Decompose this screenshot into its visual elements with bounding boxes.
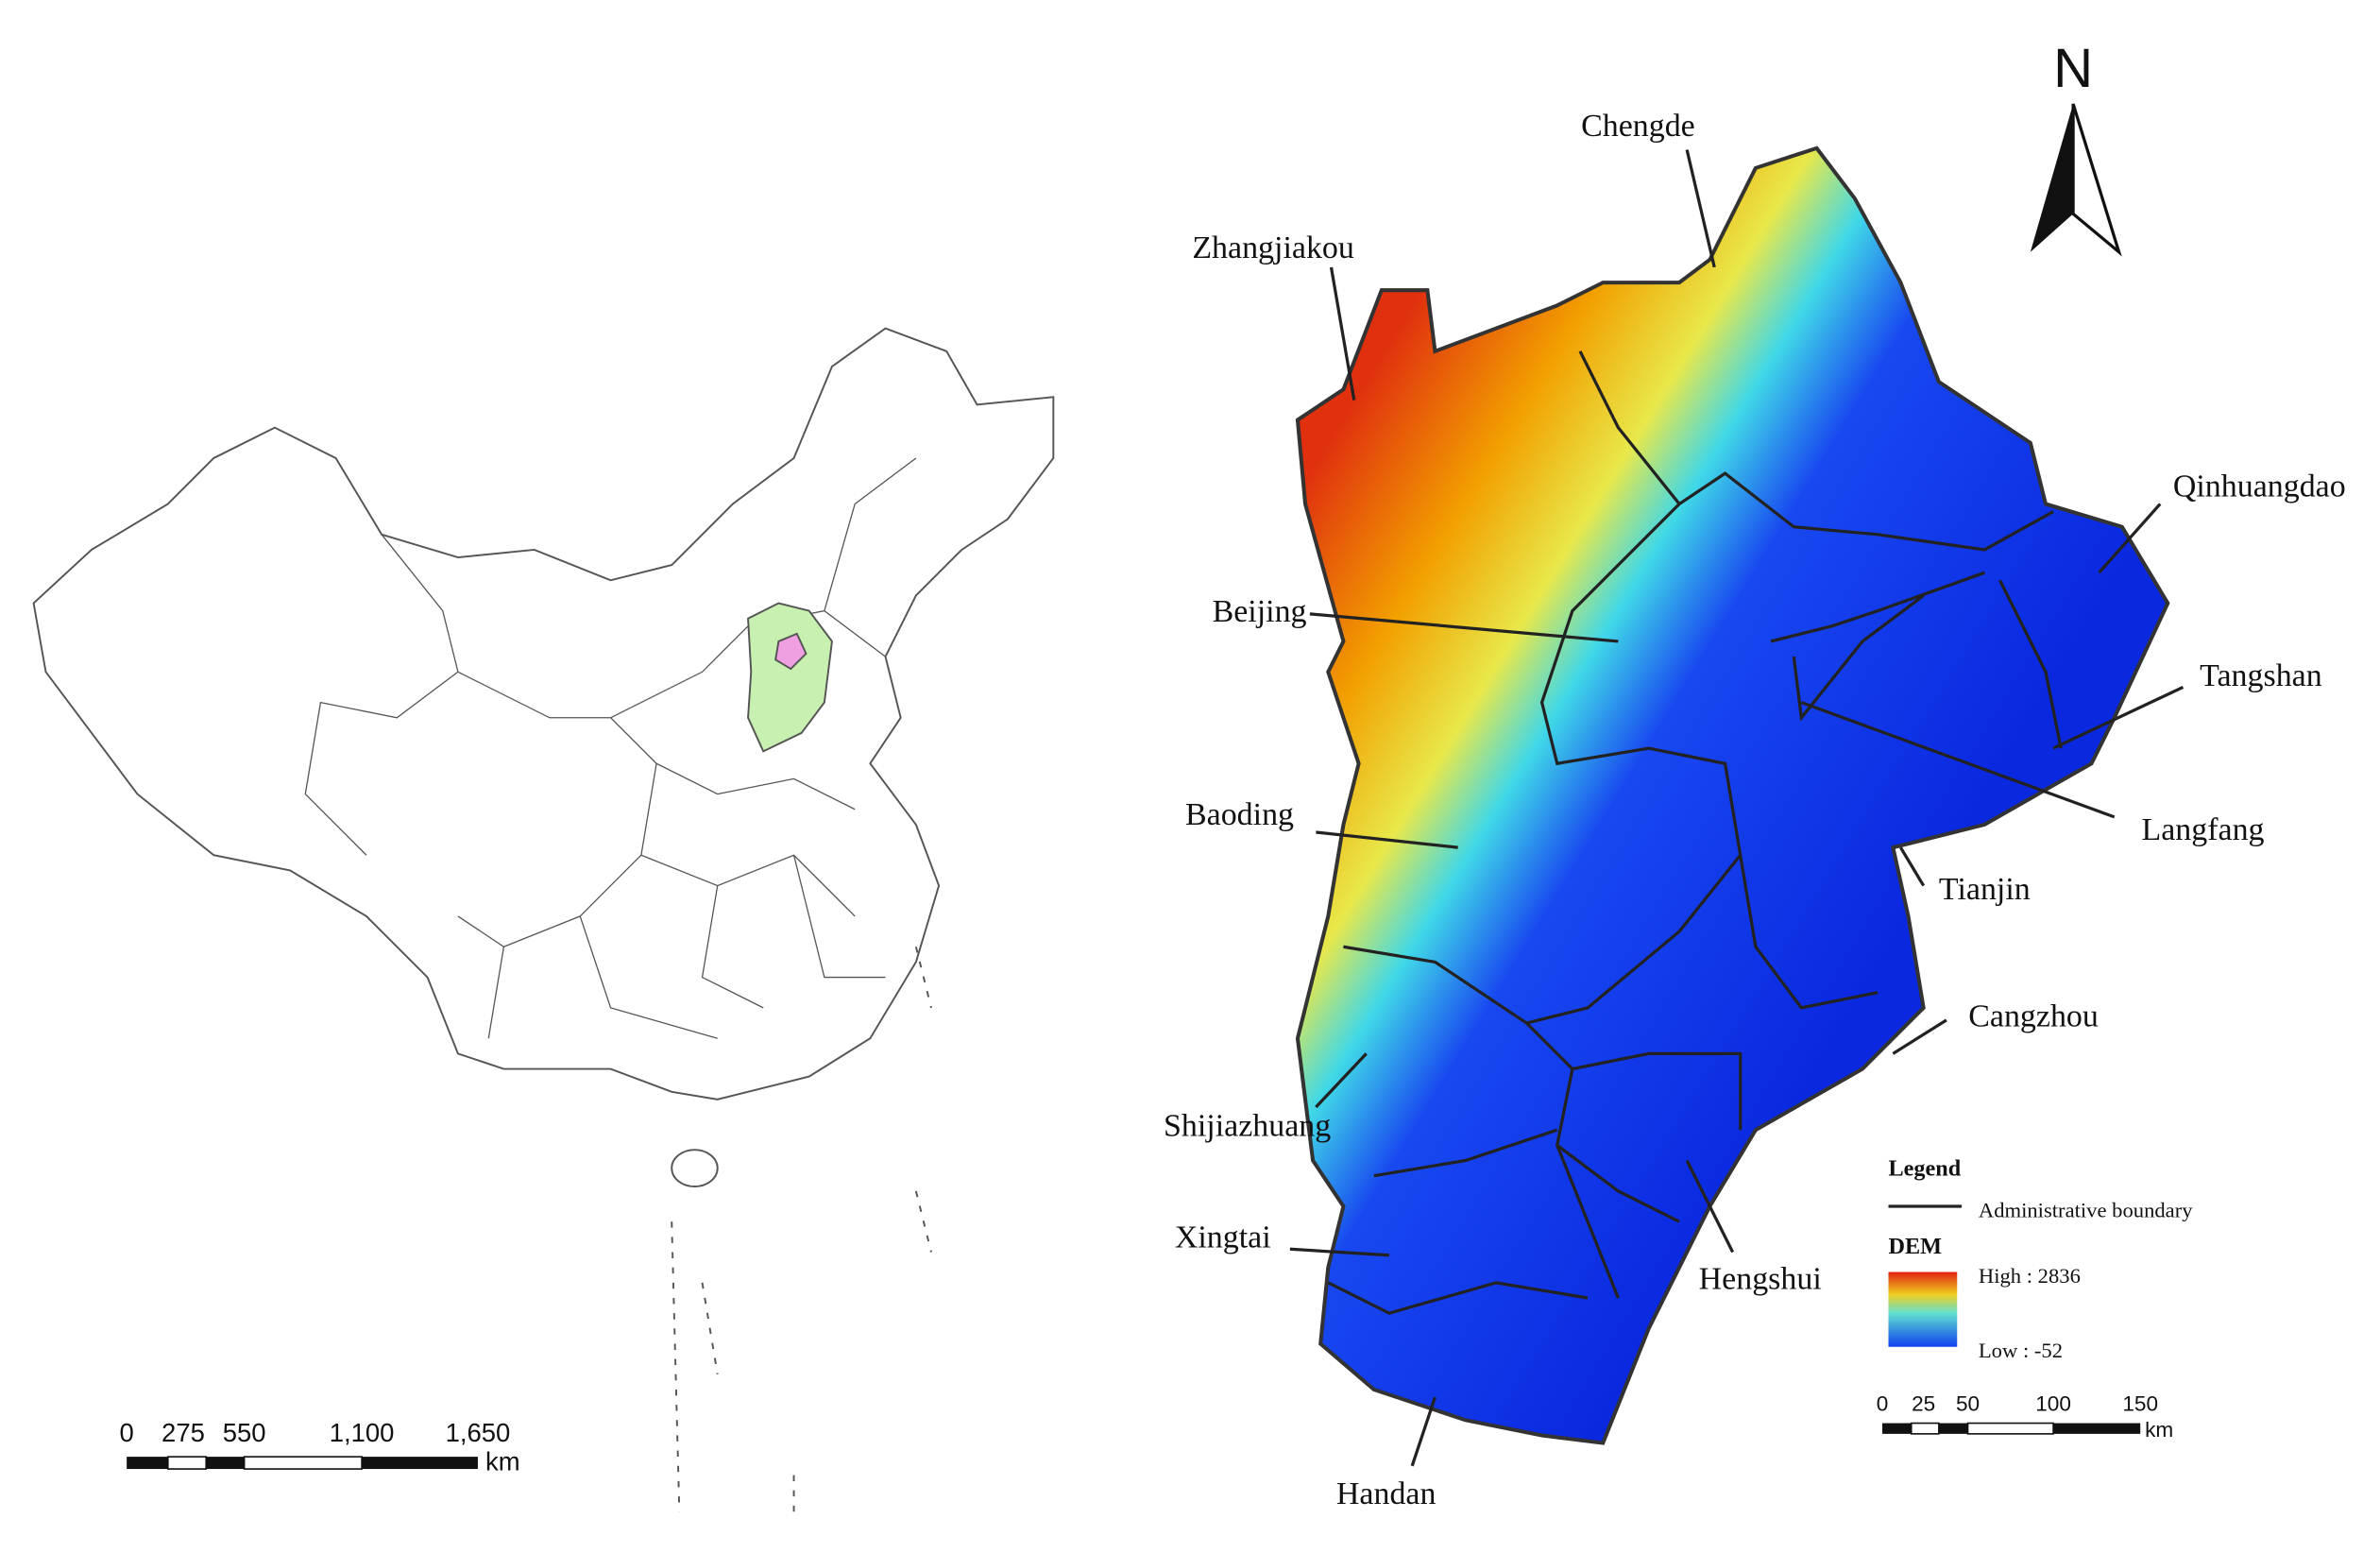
china-outline [32, 327, 1055, 1101]
scale-label: 1,100 [330, 1418, 395, 1447]
city-label: Tangshan [2200, 658, 2322, 693]
city-label: Hengshui [1699, 1261, 1822, 1296]
city-label: Shijiazhuang [1164, 1109, 1331, 1144]
legend-boundary: Administrative boundary [1979, 1198, 2193, 1221]
city-label: Xingtai [1175, 1220, 1271, 1255]
north-label: N [2053, 38, 2093, 99]
scale-label: 0 [120, 1418, 134, 1447]
scale-seg [206, 1457, 245, 1470]
hebei-region [747, 602, 833, 753]
left-scale: 0 275 550 1,100 1,650 km [120, 1418, 520, 1476]
hainan [671, 1149, 719, 1187]
city-label: Baoding [1185, 797, 1294, 832]
scale-unit: km [485, 1447, 520, 1476]
city-label: Langfang [2141, 812, 2264, 847]
dem-ramp [1888, 1271, 1958, 1347]
city-label: Tianjin [1939, 872, 2031, 907]
scale-label: 25 [1912, 1392, 1935, 1416]
arrow-left [2030, 103, 2074, 252]
scale-label: 100 [2035, 1392, 2071, 1416]
scale-label: 150 [2122, 1392, 2158, 1416]
scale-seg [1938, 1423, 1968, 1434]
legend-title: Legend [1889, 1156, 1962, 1182]
scale-unit: km [2145, 1418, 2173, 1442]
scale-seg [166, 1456, 208, 1470]
admin-boundaries [1327, 350, 2063, 1315]
arrow-right [2071, 103, 2122, 257]
scale-label: 550 [223, 1418, 266, 1447]
leader-lines [1289, 149, 2184, 1467]
city-label: Qinhuangdao [2173, 469, 2346, 503]
city-label: Chengde [1581, 109, 1695, 144]
scale-seg [1910, 1422, 1940, 1435]
scale-label: 0 [1877, 1392, 1889, 1416]
scale-seg [362, 1457, 478, 1470]
city-label: Cangzhou [1968, 998, 2099, 1033]
city-label: Beijing [1213, 594, 1307, 629]
scale-seg [1966, 1422, 2054, 1435]
scale-seg [2053, 1423, 2141, 1434]
scale-label: 50 [1956, 1392, 1980, 1416]
legend-dem: DEM [1889, 1234, 1943, 1259]
scale-label: 1,650 [446, 1418, 511, 1447]
dem-map: Chengde Zhangjiakou Qinhuangdao Beijing … [1164, 109, 2346, 1511]
china-map [32, 327, 1055, 1512]
legend-high: High : 2836 [1979, 1264, 2081, 1288]
scale-seg [243, 1456, 363, 1470]
legend-low: Low : -52 [1979, 1339, 2063, 1362]
scale-seg [127, 1457, 168, 1470]
islands [671, 946, 932, 1512]
legend: Legend Administrative boundary DEM High … [1888, 1156, 2193, 1362]
city-label: Zhangjiakou [1192, 230, 1354, 265]
city-label: Handan [1336, 1476, 1436, 1511]
right-scale: 0 25 50 100 150 km [1877, 1392, 2173, 1442]
province-lines [304, 457, 917, 1039]
scale-label: 275 [162, 1418, 205, 1447]
dem-surface [1295, 145, 2170, 1445]
north-arrow: N [2030, 38, 2122, 257]
beijing-region [774, 632, 808, 671]
scale-seg [1882, 1423, 1912, 1434]
